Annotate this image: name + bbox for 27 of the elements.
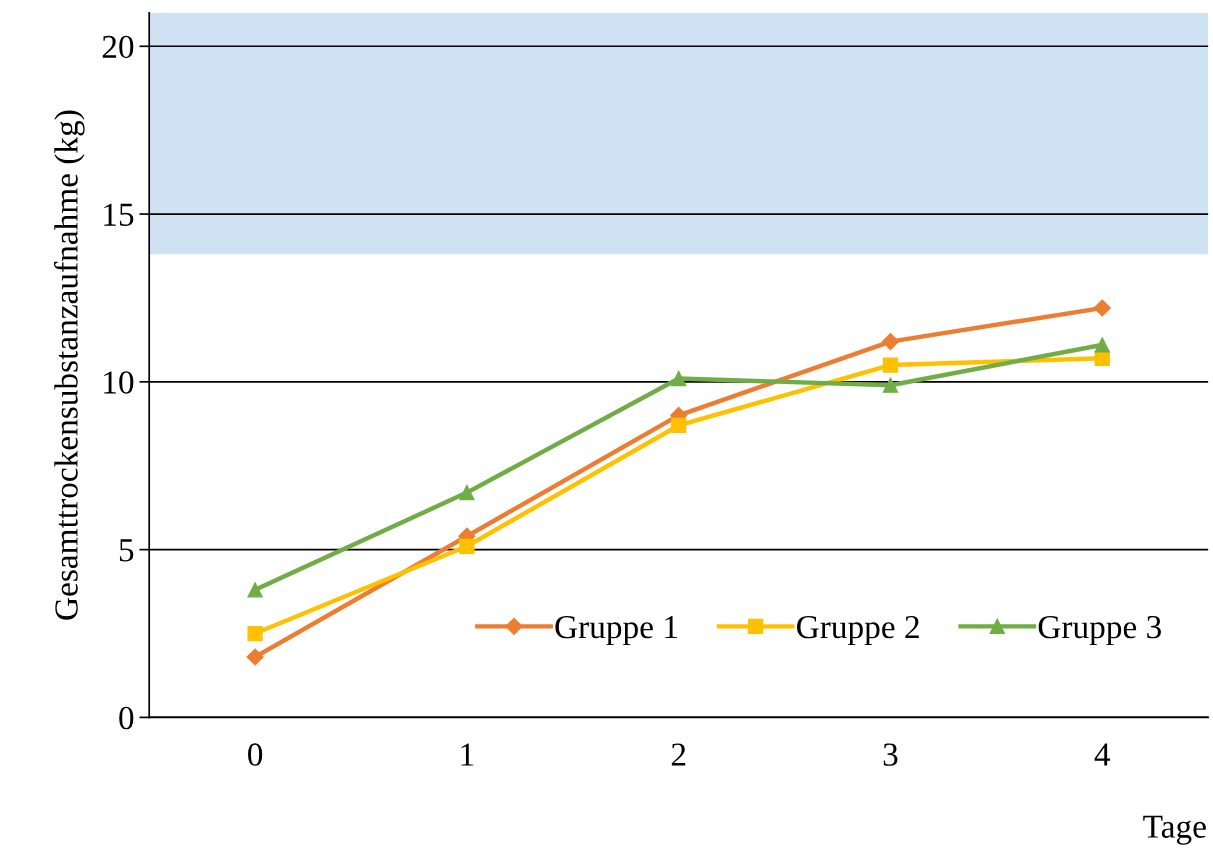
y-tick-label: 10 [104,371,134,394]
x-tick-label: 3 [883,743,898,766]
point [671,417,687,434]
y-tick-label: 5 [119,539,134,562]
point [459,484,475,501]
point [882,377,899,393]
y-tick-label: 0 [119,706,134,730]
y-axis-title: Gesamttrockensubstanzaufnahme (kg) [53,110,85,620]
x-tick-label: 1 [461,743,474,766]
point [246,648,264,666]
point [247,582,263,598]
point [671,370,687,387]
x-axis-title: Tage [1143,815,1206,845]
x-tick-label: 4 [1094,743,1111,766]
point [881,333,900,351]
point [882,357,899,373]
x-tick-label: 0 [248,743,263,766]
point [1093,299,1111,317]
x-tick-label: 2 [671,743,686,766]
y-tick-label: 15 [104,203,134,226]
point [459,538,475,554]
legend-label: Gruppe 3 [1038,615,1161,646]
legend-label: Gruppe 2 [797,615,919,646]
y-tick-label: 20 [102,35,134,59]
point [1094,337,1110,353]
legend-label: Gruppe 1 [555,615,677,646]
point [247,625,263,642]
